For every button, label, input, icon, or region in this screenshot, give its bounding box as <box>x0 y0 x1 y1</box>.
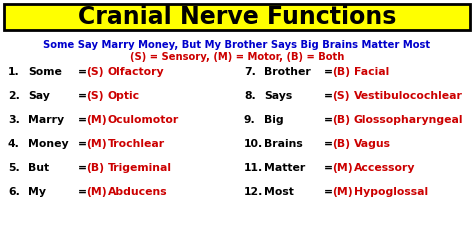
Text: Accessory: Accessory <box>354 163 416 173</box>
Text: Says: Says <box>264 91 292 101</box>
Text: (M): (M) <box>332 163 353 173</box>
Text: 5.: 5. <box>8 163 20 173</box>
Text: 9.: 9. <box>244 115 256 125</box>
Text: =: = <box>78 187 87 197</box>
Text: =: = <box>78 139 87 149</box>
Text: (M): (M) <box>86 115 107 125</box>
Text: 2.: 2. <box>8 91 20 101</box>
Text: (S): (S) <box>332 91 349 101</box>
Text: (B): (B) <box>332 67 350 77</box>
Text: =: = <box>324 187 333 197</box>
Text: 3.: 3. <box>8 115 20 125</box>
Text: Vestibulocochlear: Vestibulocochlear <box>354 91 463 101</box>
Text: (M): (M) <box>332 187 353 197</box>
Text: (S): (S) <box>86 91 103 101</box>
Text: (B): (B) <box>332 139 350 149</box>
Text: Brains: Brains <box>264 139 303 149</box>
Text: Some Say Marry Money, But My Brother Says Big Brains Matter Most: Some Say Marry Money, But My Brother Say… <box>44 40 430 50</box>
Text: But: But <box>28 163 49 173</box>
Text: Vagus: Vagus <box>354 139 391 149</box>
Text: (B): (B) <box>332 115 350 125</box>
Text: Trochlear: Trochlear <box>108 139 165 149</box>
Text: Most: Most <box>264 187 294 197</box>
Text: Optic: Optic <box>108 91 140 101</box>
Text: Trigeminal: Trigeminal <box>108 163 172 173</box>
FancyBboxPatch shape <box>4 4 470 30</box>
Text: Glossopharyngeal: Glossopharyngeal <box>354 115 464 125</box>
Text: (B): (B) <box>86 163 104 173</box>
Text: Marry: Marry <box>28 115 64 125</box>
Text: =: = <box>78 163 87 173</box>
Text: 7.: 7. <box>244 67 256 77</box>
Text: =: = <box>324 91 333 101</box>
Text: Facial: Facial <box>354 67 389 77</box>
Text: =: = <box>78 115 87 125</box>
Text: Matter: Matter <box>264 163 305 173</box>
Text: My: My <box>28 187 46 197</box>
Text: Hypoglossal: Hypoglossal <box>354 187 428 197</box>
Text: (S): (S) <box>86 67 103 77</box>
Text: (S) = Sensory, (M) = Motor, (B) = Both: (S) = Sensory, (M) = Motor, (B) = Both <box>130 52 344 62</box>
Text: Money: Money <box>28 139 69 149</box>
Text: 11.: 11. <box>244 163 263 173</box>
Text: (M): (M) <box>86 139 107 149</box>
Text: =: = <box>324 139 333 149</box>
Text: Brother: Brother <box>264 67 311 77</box>
Text: =: = <box>78 67 87 77</box>
Text: Say: Say <box>28 91 50 101</box>
Text: =: = <box>324 67 333 77</box>
Text: Oculomotor: Oculomotor <box>108 115 179 125</box>
Text: 6.: 6. <box>8 187 20 197</box>
Text: Cranial Nerve Functions: Cranial Nerve Functions <box>78 5 396 29</box>
Text: =: = <box>324 163 333 173</box>
Text: =: = <box>78 91 87 101</box>
Text: 4.: 4. <box>8 139 20 149</box>
Text: Olfactory: Olfactory <box>108 67 164 77</box>
Text: 10.: 10. <box>244 139 263 149</box>
Text: Some: Some <box>28 67 62 77</box>
Text: =: = <box>324 115 333 125</box>
Text: Big: Big <box>264 115 283 125</box>
Text: 8.: 8. <box>244 91 256 101</box>
Text: (M): (M) <box>86 187 107 197</box>
Text: 12.: 12. <box>244 187 264 197</box>
Text: Abducens: Abducens <box>108 187 168 197</box>
Text: 1.: 1. <box>8 67 20 77</box>
